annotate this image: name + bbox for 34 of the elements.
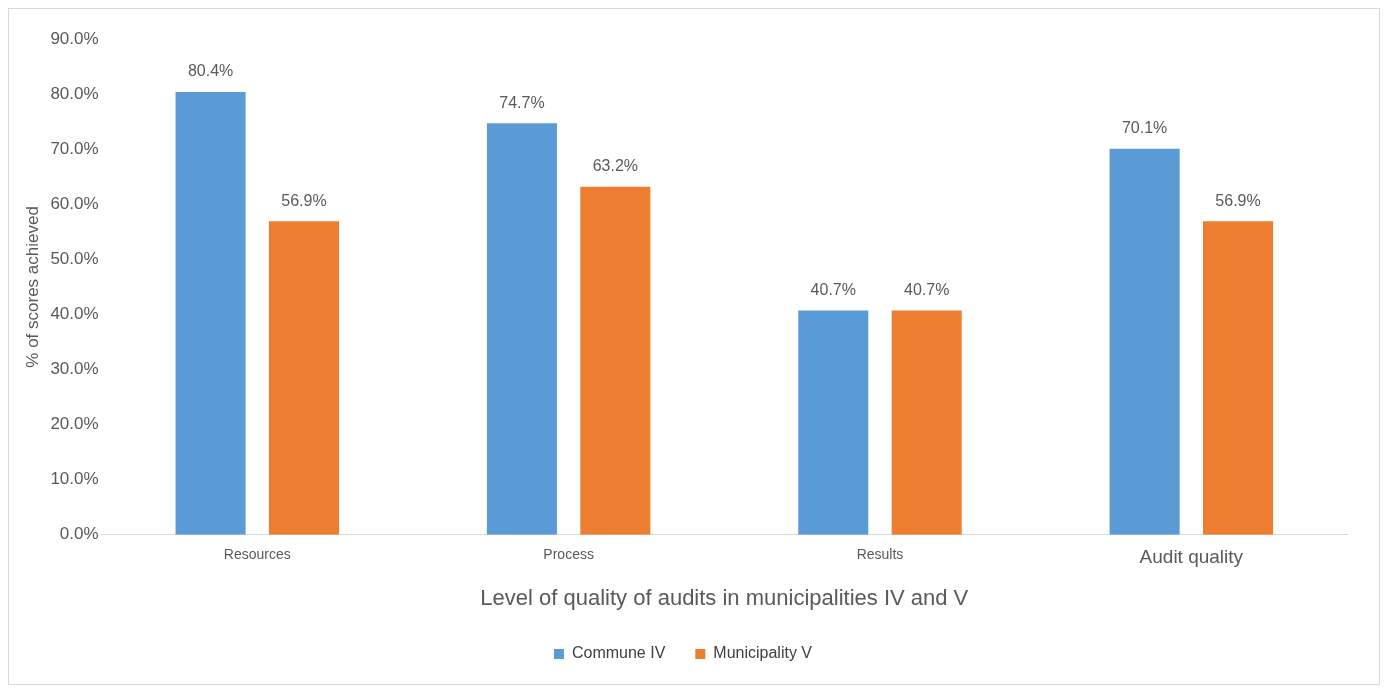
bar [891,310,962,535]
bar [580,186,651,535]
data-label: 74.7% [499,93,545,111]
y-tick-label: 10.0% [50,469,99,489]
y-tick-label: 0.0% [59,524,99,544]
legend-label: Commune IV [571,644,666,662]
data-label: 56.9% [281,191,327,209]
data-label: 56.9% [1215,191,1261,209]
data-label: 80.4% [187,62,234,80]
data-label: 63.2% [592,157,639,175]
bar [486,123,557,535]
y-axis-title: % of scores achieved [22,206,42,368]
legend-label: Municipality V [713,644,813,662]
y-tick-label: 30.0% [50,359,99,379]
x-tick-label: Resources [223,546,291,563]
y-tick-label: 70.0% [50,138,99,158]
bar [798,310,869,535]
y-tick-label: 90.0% [50,28,99,48]
y-tick-label: 40.0% [50,304,99,324]
x-tick-label: Audit quality [1139,546,1244,568]
y-tick-label: 80.0% [50,83,99,103]
x-tick-label: Results [856,546,904,563]
x-tick-label: Process [543,546,594,563]
data-label: 70.1% [1121,119,1168,137]
y-tick-label: 50.0% [50,249,99,269]
y-tick-label: 20.0% [50,414,99,434]
data-label: 40.7% [810,280,856,298]
x-axis-title: Level of quality of audits in municipalities IV and V [480,584,969,610]
bar [1203,221,1274,535]
bar [268,221,340,535]
bar [175,91,246,535]
data-label: 40.7% [903,280,950,298]
y-tick-label: 60.0% [50,193,99,213]
bar [1109,148,1180,535]
